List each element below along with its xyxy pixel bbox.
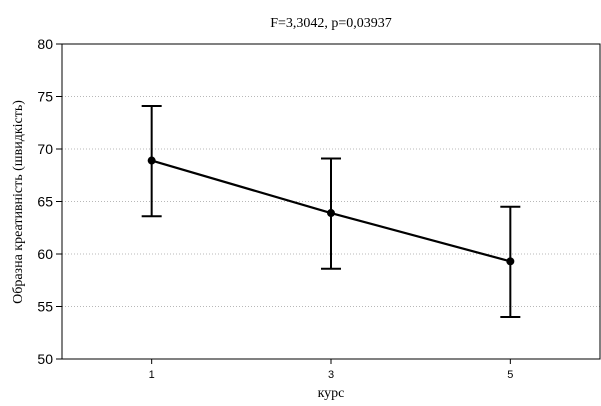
y-tick-label-2: 60 [37, 246, 53, 262]
y-axis-label: Образна креативність (швидкість) [11, 100, 26, 304]
y-tick-label-1: 55 [37, 299, 53, 315]
data-point-0 [147, 156, 156, 165]
y-tick-label-0: 50 [37, 351, 53, 367]
data-point-1 [327, 209, 335, 218]
chart-title: F=3,3042, p=0,03937 [270, 16, 392, 31]
data-point-2 [506, 257, 515, 266]
y-tick-label-6: 80 [37, 36, 53, 52]
x-axis-label: курс [318, 386, 345, 401]
y-axis: 50 55 60 65 70 75 80 [37, 36, 62, 367]
x-tick-label-2: 5 [507, 369, 513, 381]
y-tick-label-5: 75 [37, 89, 53, 105]
x-tick-label-1: 3 [328, 369, 334, 381]
y-tick-label-3: 65 [37, 194, 53, 210]
series-1 [141, 104, 521, 318]
x-axis: 1 3 5 [149, 359, 513, 381]
x-tick-label-0: 1 [149, 369, 155, 381]
y-tick-label-4: 70 [37, 141, 53, 157]
